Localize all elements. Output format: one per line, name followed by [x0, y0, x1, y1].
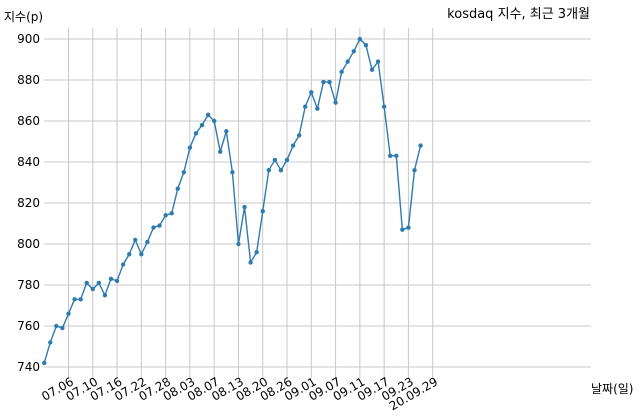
data-point [248, 260, 253, 265]
data-point [418, 143, 423, 148]
data-point [296, 133, 302, 138]
data-point [266, 168, 272, 173]
data-point [151, 225, 156, 230]
chart-title: kosdaq 지수, 최근 3개월 [447, 7, 590, 22]
data-point [42, 360, 47, 366]
data-point [375, 59, 381, 64]
data-point [388, 153, 393, 159]
data-point [48, 340, 53, 345]
series-layer [42, 36, 423, 366]
data-point [284, 157, 290, 163]
data-point [278, 168, 284, 173]
y-tick-label: 780 [17, 278, 40, 292]
data-point [357, 36, 363, 42]
y-tick-label: 900 [17, 32, 40, 46]
data-point [169, 211, 174, 216]
data-point [211, 118, 217, 124]
data-point [193, 131, 199, 136]
data-point [406, 225, 411, 230]
data-point [394, 153, 399, 159]
data-point [181, 170, 187, 175]
data-point [78, 297, 83, 302]
data-point [333, 100, 338, 105]
data-point [369, 67, 375, 72]
data-point [108, 276, 114, 282]
data-point [321, 79, 326, 85]
data-point [412, 168, 417, 173]
data-point [254, 250, 259, 255]
data-point [290, 143, 296, 148]
data-point [381, 104, 387, 109]
data-point [157, 223, 162, 228]
data-point [96, 280, 102, 286]
data-point [72, 297, 77, 302]
data-point [145, 239, 150, 245]
data-point [260, 209, 265, 214]
data-point [66, 311, 71, 316]
y-tick-label: 880 [17, 73, 40, 87]
data-point [102, 293, 108, 298]
data-point [345, 59, 350, 64]
series-line [43, 37, 422, 364]
data-point [236, 241, 241, 247]
y-axis-label: 지수(p) [4, 10, 43, 24]
data-point [205, 112, 211, 118]
data-point [187, 145, 193, 150]
y-tick-label: 800 [17, 237, 40, 251]
data-point [315, 106, 320, 111]
data-point [242, 204, 247, 210]
data-point [339, 69, 344, 75]
data-point [60, 325, 65, 331]
data-point [127, 252, 132, 257]
data-point [272, 157, 278, 163]
data-point [199, 122, 205, 128]
data-point [120, 262, 126, 267]
data-point [303, 104, 308, 109]
y-axis-ticks: 740 760 780 800 820 840 860 880 900 [17, 32, 40, 374]
data-point [327, 79, 332, 85]
x-axis-label: 날짜(일) [591, 382, 633, 396]
data-point [363, 42, 369, 48]
data-point [90, 286, 95, 292]
y-tick-label: 860 [17, 114, 40, 128]
data-point [175, 186, 180, 191]
data-point [224, 129, 229, 134]
x-axis-ticks: 07.0607.1007.1607.2207.2808.0308.0708.13… [39, 374, 440, 413]
y-tick-label: 840 [17, 155, 40, 169]
data-point [309, 90, 314, 95]
y-tick-label: 740 [17, 360, 40, 374]
data-point [351, 49, 356, 54]
data-point [163, 213, 168, 218]
data-point [139, 252, 144, 257]
data-point [54, 323, 59, 329]
data-point [133, 237, 138, 243]
data-point [84, 280, 89, 286]
data-point [230, 170, 235, 175]
y-tick-label: 820 [17, 196, 40, 210]
data-point [218, 149, 223, 154]
y-tick-label: 760 [17, 319, 40, 333]
data-point [114, 278, 120, 284]
data-point [400, 227, 405, 232]
grid [44, 28, 591, 378]
